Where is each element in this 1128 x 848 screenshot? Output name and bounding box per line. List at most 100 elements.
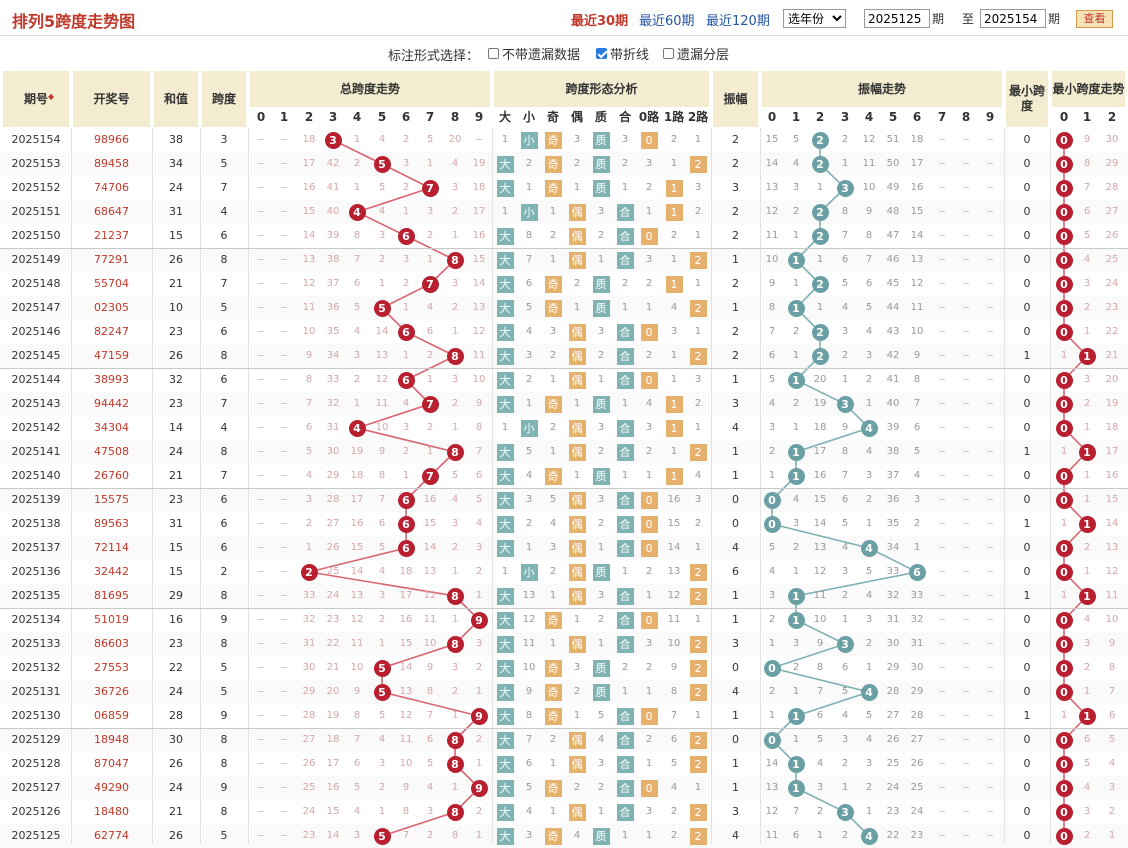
min-span-ball: 0 [1055,371,1073,389]
amp-miss: 1 [865,518,873,529]
span-ball: 7 [421,179,439,197]
amp-cell: 3 [732,397,739,410]
span-cell: 9 [220,709,228,722]
shape-miss: 1 [549,374,557,385]
min-miss: 14 [1105,518,1119,529]
span-miss: 2 [451,302,459,313]
header-min-digit-1: 1 [1075,108,1099,128]
amp-ball: 2 [811,323,829,341]
amp-miss: 1 [792,566,800,577]
amp-miss: 2 [913,518,921,529]
span-miss: 4 [378,734,386,745]
header-draw: 开奖号 [72,70,151,128]
amp-miss: 4 [768,566,776,577]
amp-miss: 2 [792,206,800,217]
checkbox-no-miss[interactable] [488,48,499,59]
option-no-miss[interactable]: 不带遗漏数据 [488,44,580,63]
shape-miss: 1 [525,542,533,553]
span-miss: 6 [353,758,361,769]
span-miss [272,296,296,320]
span-miss: 15 [472,254,486,265]
span-miss [272,800,296,824]
min-miss: 1 [1083,566,1091,577]
shape-miss: 2 [621,158,629,169]
min-miss: 1 [1060,590,1068,601]
shape-mark: 合 [616,779,634,797]
amp-miss: 18 [813,422,827,433]
span-miss: 3 [305,494,313,505]
sum-cell: 15 [169,565,183,578]
shape-miss: 2 [573,782,581,793]
shape-miss: 4 [670,782,678,793]
shape-mark: 大 [496,467,514,485]
min-span-ball: 0 [1055,731,1073,749]
sum-cell: 29 [169,589,183,602]
column-divider [1004,128,1005,844]
shape-miss: 4 [525,326,533,337]
span-miss: 1 [451,326,459,337]
shape-miss: 2 [670,134,678,145]
span-miss: 11 [423,614,437,625]
min-miss: 9 [1083,134,1091,145]
option-miss-layer[interactable]: 遗漏分层 [663,44,729,63]
checkbox-polyline[interactable] [596,48,607,59]
shape-miss: 3 [597,590,605,601]
span-miss: 2 [426,230,434,241]
span-miss: 17 [302,158,316,169]
shape-miss: 1 [645,470,653,481]
span-miss: 2 [426,830,434,841]
amp-miss [954,704,978,728]
shape-miss: 12 [667,590,681,601]
min-miss: 3 [1083,374,1091,385]
recent-30-link[interactable]: 最近30期 [571,14,629,29]
amp-miss: 1 [768,710,776,721]
span-miss [272,128,296,152]
shape-mark: 小 [520,203,538,221]
span-miss: 14 [375,326,389,337]
option-polyline[interactable]: 带折线 [596,44,649,63]
header-amp-digit-9: 9 [978,108,1002,128]
sort-arrow-icon[interactable]: ◆ [48,92,55,101]
amp-miss: 2 [841,590,849,601]
sum-cell: 34 [169,157,183,170]
shape-mark: 0 [640,515,658,533]
issue-cell: 2025154 [11,133,61,146]
span-miss [249,176,273,200]
shape-miss: 5 [670,758,678,769]
amp-miss: 1 [792,230,800,241]
from-issue-input[interactable] [864,9,930,28]
recent-60-link[interactable]: 最近60期 [639,14,695,29]
header-span-digit-8: 8 [443,108,467,128]
recent-120-link[interactable]: 最近120期 [706,14,770,29]
amp-miss: 5 [768,542,776,553]
min-miss: 24 [1105,278,1119,289]
shape-mark: 2 [689,155,707,173]
shape-mark: 奇 [544,395,562,413]
span-ball: 9 [470,707,488,725]
span-miss: 7 [378,494,386,505]
amp-miss [954,488,978,512]
amp-miss [954,680,978,704]
amp-cell: 2 [732,277,739,290]
amp-ball: 1 [787,611,805,629]
span-miss [272,776,296,800]
view-button[interactable]: 查看 [1076,10,1113,28]
min-miss: 1 [1060,710,1068,721]
year-select[interactable]: 选年份 [783,9,846,28]
table-row: 2025133 86603 23 8 31 22 11 1 15 10 8 3 大 11 1 偶 1 合 3 10 2 3… [0,632,1128,656]
span-miss [249,536,273,560]
amp-cell: 3 [732,805,739,818]
to-issue-input[interactable] [980,9,1046,28]
issue-cell: 2025139 [11,493,61,506]
header-issue[interactable]: 期号 [2,70,70,128]
amp-miss [978,656,1002,680]
header-shape-col-6: 0路 [637,108,661,128]
shape-miss: 3 [525,830,533,841]
amp-cell: 0 [732,733,739,746]
span-miss: 21 [326,662,340,673]
span-cell: 4 [220,421,228,434]
checkbox-miss-layer[interactable] [663,48,674,59]
span-miss: 7 [426,710,434,721]
shape-mark: 大 [496,275,514,293]
min-span-ball: 0 [1055,827,1073,845]
